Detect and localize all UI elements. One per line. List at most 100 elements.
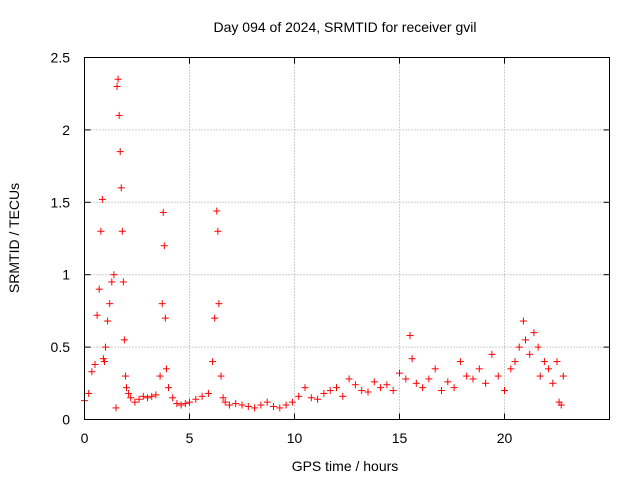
data-point bbox=[156, 372, 164, 380]
data-point bbox=[102, 343, 109, 351]
data-point bbox=[351, 381, 359, 389]
data-point bbox=[152, 391, 160, 399]
data-point bbox=[181, 400, 189, 408]
data-point bbox=[408, 355, 416, 363]
data-point bbox=[177, 401, 185, 409]
data-point bbox=[99, 355, 107, 363]
x-tick-label: 20 bbox=[497, 430, 513, 446]
data-point bbox=[469, 375, 477, 383]
data-point bbox=[396, 369, 403, 377]
data-point bbox=[173, 400, 181, 408]
data-point bbox=[169, 394, 177, 402]
data-point bbox=[377, 384, 385, 392]
data-point bbox=[488, 350, 496, 358]
data-point bbox=[307, 394, 315, 402]
data-point bbox=[450, 384, 458, 392]
data-point bbox=[120, 336, 128, 344]
data-point bbox=[100, 358, 108, 366]
data-point bbox=[160, 242, 168, 250]
x-tick-label: 5 bbox=[186, 430, 194, 446]
y-tick-label: 1 bbox=[62, 267, 70, 283]
data-point bbox=[482, 379, 490, 387]
data-point bbox=[276, 404, 284, 412]
data-point bbox=[125, 389, 133, 397]
data-point bbox=[204, 389, 212, 397]
data-point bbox=[97, 227, 105, 235]
data-point bbox=[295, 392, 303, 400]
data-point bbox=[85, 389, 93, 397]
data-point bbox=[515, 343, 523, 351]
data-point bbox=[232, 400, 240, 408]
axis-ticks bbox=[84, 57, 610, 420]
data-point bbox=[549, 379, 557, 387]
data-point bbox=[553, 358, 561, 366]
data-point bbox=[463, 372, 471, 380]
data-point bbox=[425, 375, 433, 383]
x-tick-label: 10 bbox=[287, 430, 303, 446]
data-point bbox=[117, 184, 125, 192]
data-point bbox=[263, 398, 271, 406]
data-point bbox=[406, 332, 414, 340]
x-tick-labels: 0 5 10 15 20 bbox=[81, 430, 513, 446]
data-point bbox=[131, 398, 139, 406]
data-point bbox=[288, 398, 296, 406]
data-point bbox=[364, 388, 372, 396]
data-point bbox=[444, 378, 452, 386]
x-axis-label: GPS time / hours bbox=[292, 458, 399, 474]
data-point bbox=[282, 401, 290, 409]
y-axis-label: SRMTID / TECUs bbox=[6, 183, 22, 293]
data-point bbox=[314, 395, 322, 403]
data-point bbox=[161, 314, 169, 322]
x-tick-label: 15 bbox=[392, 430, 408, 446]
data-point bbox=[148, 392, 156, 400]
data-point bbox=[257, 401, 265, 409]
data-point bbox=[522, 336, 529, 344]
data-point bbox=[95, 285, 103, 293]
data-point bbox=[219, 394, 227, 402]
data-point bbox=[534, 343, 542, 351]
plot-frame bbox=[84, 57, 610, 420]
data-point bbox=[158, 300, 166, 308]
data-point bbox=[112, 404, 120, 412]
data-point bbox=[358, 387, 366, 395]
data-point bbox=[108, 278, 116, 286]
y-tick-label: 2 bbox=[62, 122, 70, 138]
data-point bbox=[244, 402, 252, 410]
data-point bbox=[88, 368, 96, 376]
grid-lines bbox=[84, 57, 610, 420]
data-point bbox=[119, 278, 127, 286]
data-point bbox=[326, 387, 334, 395]
data-point bbox=[412, 379, 420, 387]
data-point bbox=[165, 384, 172, 392]
data-point bbox=[91, 360, 99, 368]
data-point bbox=[198, 392, 206, 400]
data-point bbox=[383, 381, 391, 389]
data-point bbox=[301, 384, 309, 392]
data-point bbox=[540, 358, 548, 366]
data-point bbox=[110, 271, 118, 279]
y-tick-labels: 0 0.5 1 1.5 2 2.5 bbox=[51, 50, 71, 428]
data-point bbox=[402, 375, 410, 383]
data-point bbox=[121, 372, 129, 380]
data-point bbox=[530, 329, 538, 337]
data-point bbox=[139, 392, 147, 400]
data-point bbox=[389, 387, 397, 395]
data-point bbox=[116, 148, 124, 156]
data-point bbox=[135, 395, 143, 403]
data-point bbox=[507, 365, 515, 373]
data-point bbox=[494, 372, 502, 380]
data-point bbox=[214, 227, 222, 235]
data-point bbox=[270, 402, 277, 410]
data-point bbox=[320, 389, 328, 397]
data-point bbox=[118, 227, 126, 235]
data-point bbox=[217, 372, 225, 380]
data-point bbox=[339, 392, 347, 400]
data-points bbox=[81, 75, 567, 412]
data-point bbox=[162, 365, 170, 373]
data-point bbox=[545, 365, 553, 373]
data-point bbox=[93, 311, 101, 319]
data-point bbox=[115, 111, 123, 119]
data-point bbox=[114, 75, 122, 83]
data-point bbox=[526, 350, 534, 358]
